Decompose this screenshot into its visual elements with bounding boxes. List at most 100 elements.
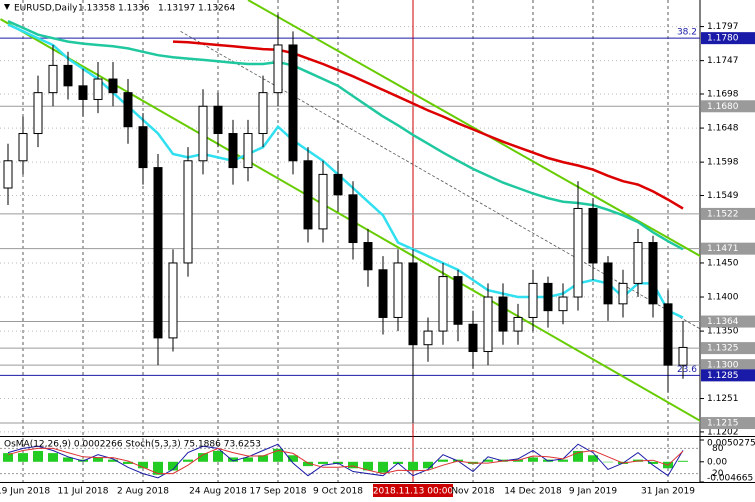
level-label-bg (701, 32, 755, 45)
candle-body (303, 160, 313, 230)
osma-bar (408, 461, 418, 471)
osma-bar (213, 450, 223, 462)
candle-body (333, 173, 343, 196)
cursor-label-bg (373, 484, 453, 497)
x-tick-label: 9 Jan 2019 (569, 487, 617, 497)
osma-bar (558, 459, 568, 462)
y2-tick-label: 0.00 (707, 457, 727, 467)
candle-body (63, 64, 73, 87)
x-tick-label: 31 Jan 2019 (641, 487, 695, 497)
candle-body (48, 64, 58, 94)
osma-bar (168, 461, 178, 471)
level-label-bg (701, 315, 755, 328)
x-tick-label: 9 Oct 2018 (313, 487, 363, 497)
candle-body (678, 346, 688, 366)
osma-bar (438, 459, 448, 462)
osma-bar (273, 448, 283, 462)
candle-body (168, 262, 178, 339)
trendline (180, 30, 700, 330)
stoch-main (7, 443, 684, 479)
osma-bar (33, 450, 43, 462)
candle-body (228, 133, 238, 169)
osma-bar (93, 457, 103, 462)
moving-average (172, 40, 684, 210)
osma-bar (513, 459, 523, 462)
osma-bar (348, 461, 358, 469)
osma-bar (63, 457, 73, 462)
candle-body (468, 323, 478, 353)
y2-tick-label: -0.004665 (707, 474, 753, 484)
level-label-bg (701, 342, 755, 355)
level-label-bg (701, 100, 755, 113)
osma-bar (378, 461, 388, 473)
candle-body (93, 78, 103, 100)
x-tick-label: 17 Sep 2018 (249, 487, 306, 497)
y-tick-label: 1.1400 (707, 293, 739, 303)
osma-bar (318, 461, 328, 464)
candle-body (648, 242, 658, 305)
y-tick-label: 1.1648 (707, 124, 739, 134)
candle-body (393, 262, 403, 318)
osma-bar (678, 460, 688, 462)
y-tick-label: 1.1549 (707, 191, 739, 201)
y-tick-label: 1.1202 (707, 427, 739, 437)
header-value: 1.13358 (78, 4, 115, 14)
osma-bar (303, 461, 313, 467)
osma-bar (138, 461, 148, 469)
osma-bar (108, 459, 118, 462)
level-label: 1.1364 (707, 317, 739, 327)
fib-label: 38.2 (677, 28, 697, 38)
level-label-bg (701, 417, 755, 430)
osma-bar (3, 453, 13, 462)
osma-bar (288, 455, 298, 462)
candle-body (558, 296, 568, 312)
candle-body (408, 262, 418, 346)
indicator-title: OsMA(12,26,9) 0.0002266 Stoch(5,3,3) 75.… (4, 440, 261, 450)
candle-body (483, 296, 493, 353)
candle-body (573, 207, 583, 298)
osma-bar (153, 461, 163, 475)
y-tick-label: 1.1450 (707, 258, 739, 268)
header-value: 1.1336 (118, 4, 150, 14)
x-tick-label: 14 Dec 2018 (504, 487, 562, 497)
candle-body (423, 330, 433, 346)
header-value: 1.13197 (158, 4, 195, 14)
x-tick-label: Nov 2018 (451, 487, 495, 497)
level-label: 1.1300 (707, 361, 739, 371)
osma-bar (483, 459, 493, 462)
y-tick-label: 1.1251 (707, 394, 739, 404)
level-label: 1.1285 (707, 371, 739, 381)
candle-body (438, 276, 448, 332)
osma-bar (48, 453, 58, 462)
candle-body (18, 133, 28, 162)
level-label-bg (701, 242, 755, 255)
candle-body (258, 92, 268, 135)
candle-body (588, 207, 598, 264)
level-label: 1.1471 (707, 244, 739, 254)
candle-body (513, 316, 523, 332)
candle-body (78, 85, 88, 100)
moving-average (7, 23, 684, 319)
candle-body (213, 105, 223, 135)
candle-body (108, 78, 118, 94)
stoch-level-label: 80 (712, 444, 724, 454)
candle-body (453, 276, 463, 325)
candle-body (528, 282, 538, 318)
header-value: 1.13264 (198, 4, 235, 14)
y-tick-label: 1.1698 (707, 90, 739, 100)
symbol-icon (4, 4, 10, 10)
osma-bar (573, 450, 583, 462)
osma-bar (123, 461, 133, 464)
y-tick-label: 1.1350 (707, 327, 739, 337)
level-label: 1.1325 (707, 344, 739, 354)
osma-bar (648, 461, 658, 464)
candle-body (243, 133, 253, 169)
level-label: 1.1522 (707, 209, 739, 219)
candle-body (318, 173, 328, 230)
osma-bar (183, 459, 193, 462)
candle-body (618, 282, 628, 305)
x-tick-label: 19 Jun 2018 (0, 487, 50, 497)
candle-body (153, 167, 163, 339)
